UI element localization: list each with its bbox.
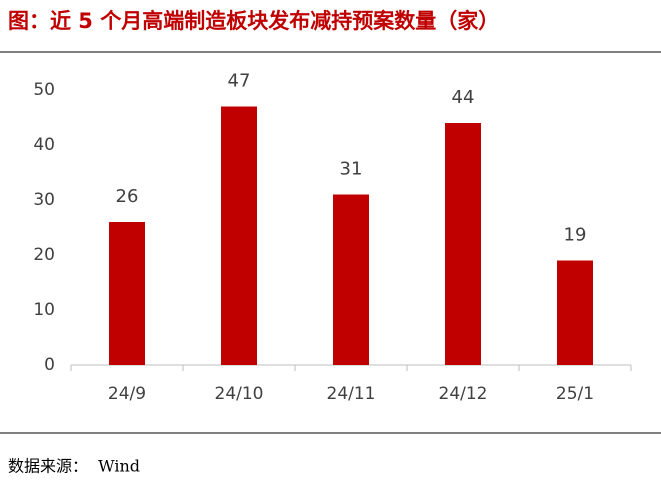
data-label: 26 [116,186,139,207]
x-tick-label: 24/11 [327,384,376,404]
bar [333,194,369,365]
y-tick-label: 0 [44,355,55,375]
bar [557,260,593,365]
data-label: 19 [564,225,587,246]
data-label: 47 [228,71,251,92]
y-tick-label: 10 [33,300,55,320]
source-note: 数据来源： Wind [8,457,140,476]
x-tick-label: 24/10 [215,384,264,404]
data-label: 31 [340,159,363,180]
x-tick-label: 24/12 [439,384,488,404]
x-tick-label: 25/1 [556,384,594,404]
bar [445,123,481,365]
x-tick-label: 24/9 [108,384,146,404]
data-label: 44 [452,87,475,108]
y-tick-label: 40 [33,135,55,155]
chart-title: 图：近 5 个月高端制造板块发布减持预案数量（家） [8,9,499,33]
y-tick-label: 30 [33,190,55,210]
y-tick-label: 50 [33,80,55,100]
bar [109,222,145,365]
y-tick-label: 20 [33,245,55,265]
bar [221,106,257,365]
